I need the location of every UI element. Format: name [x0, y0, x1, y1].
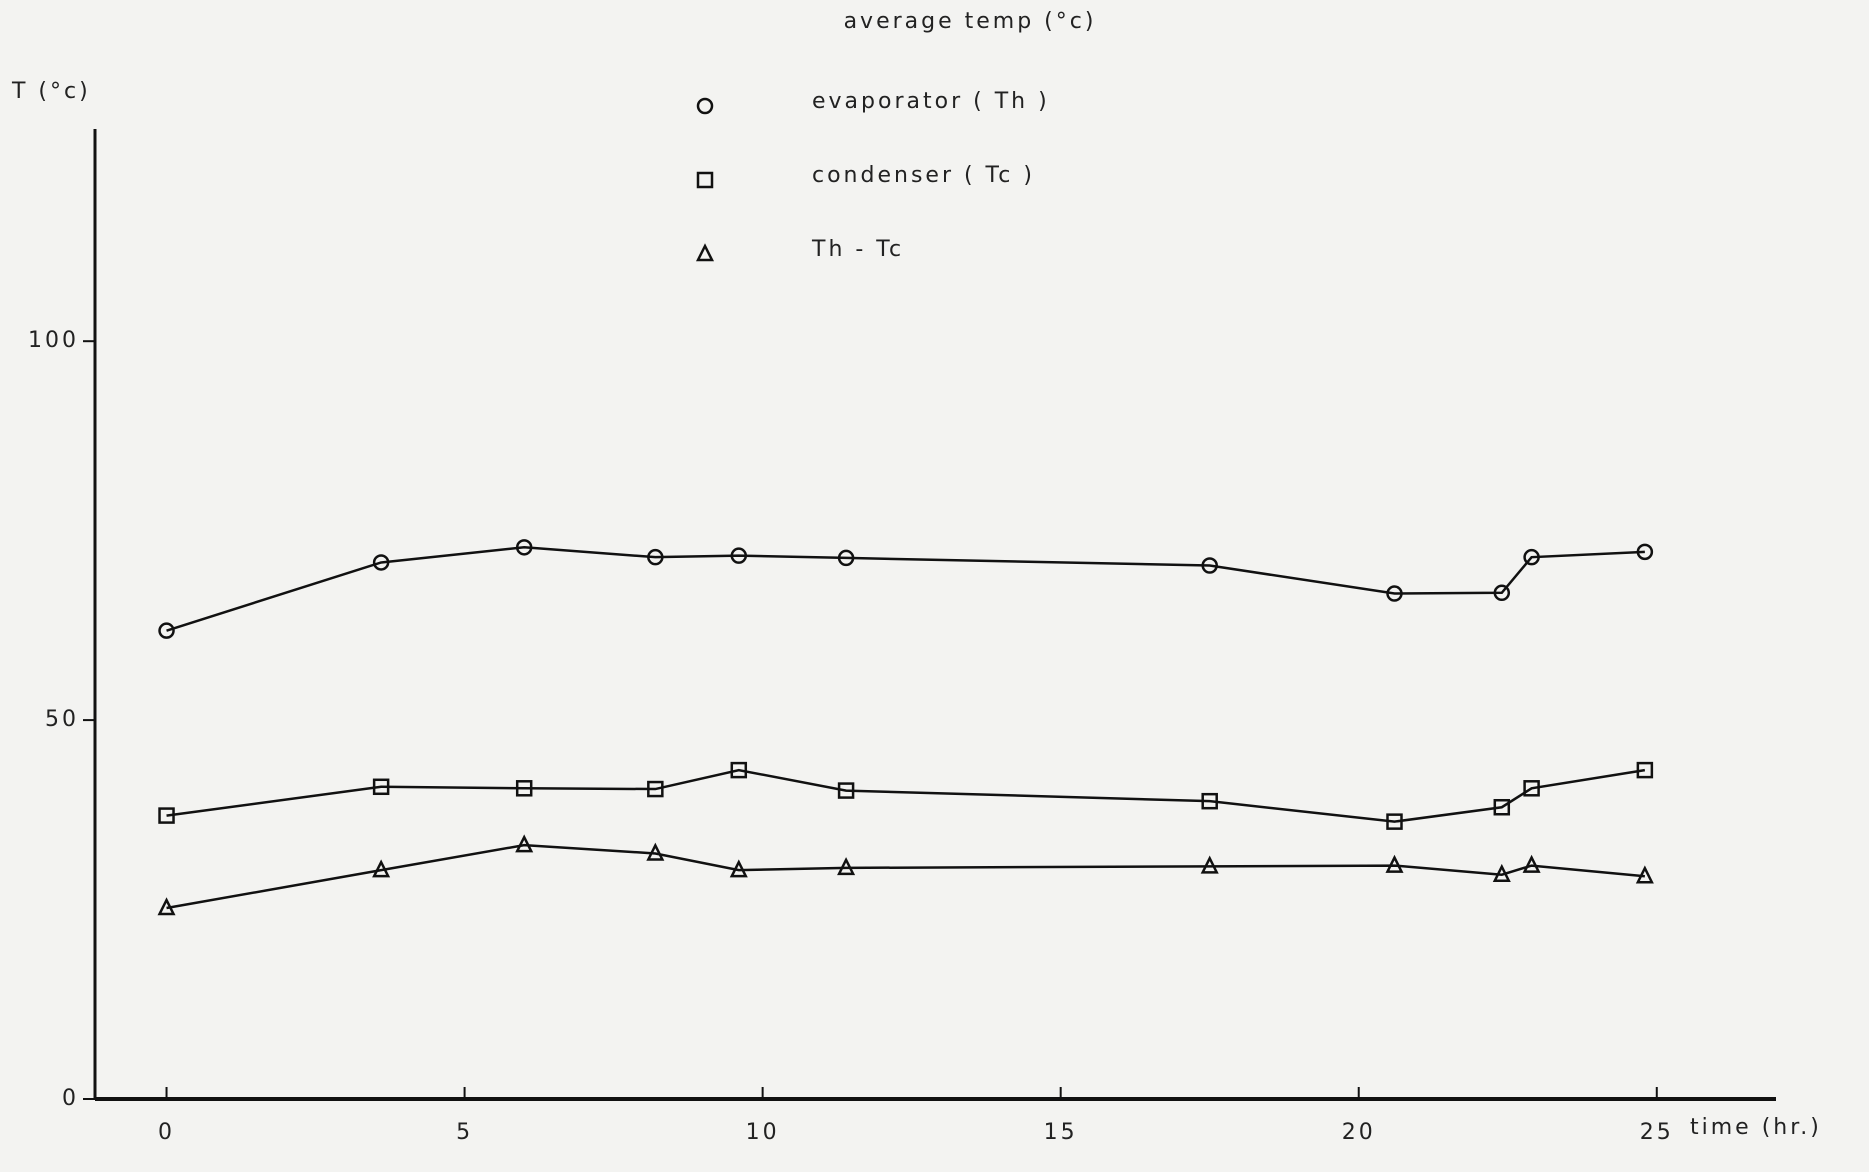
x-axis-label: time (hr.)	[1690, 1115, 1822, 1140]
y-axis-label: T (°c)	[11, 79, 91, 104]
y-tick-label: 50	[45, 707, 79, 732]
legend-label: evaporator ( Th )	[812, 89, 1050, 114]
chart-title: average temp (°c)	[844, 9, 1097, 34]
y-tick-label: 100	[28, 328, 79, 353]
x-tick-label: 0	[158, 1120, 175, 1145]
y-tick-label: 0	[62, 1086, 79, 1111]
x-tick-label: 25	[1640, 1120, 1674, 1145]
x-tick-label: 10	[746, 1120, 780, 1145]
x-tick-label: 20	[1342, 1120, 1376, 1145]
legend-marker	[698, 246, 712, 260]
legend-marker	[698, 99, 712, 113]
legend-label: Th - Tc	[811, 237, 904, 262]
x-tick-label: 5	[456, 1120, 473, 1145]
chart: average temp (°c) T (°c) time (hr.) 0501…	[0, 0, 1869, 1172]
x-tick-label: 15	[1044, 1120, 1078, 1145]
legend-label: condenser ( Tc )	[812, 163, 1035, 188]
series-line	[167, 770, 1645, 822]
legend-marker	[698, 173, 712, 187]
